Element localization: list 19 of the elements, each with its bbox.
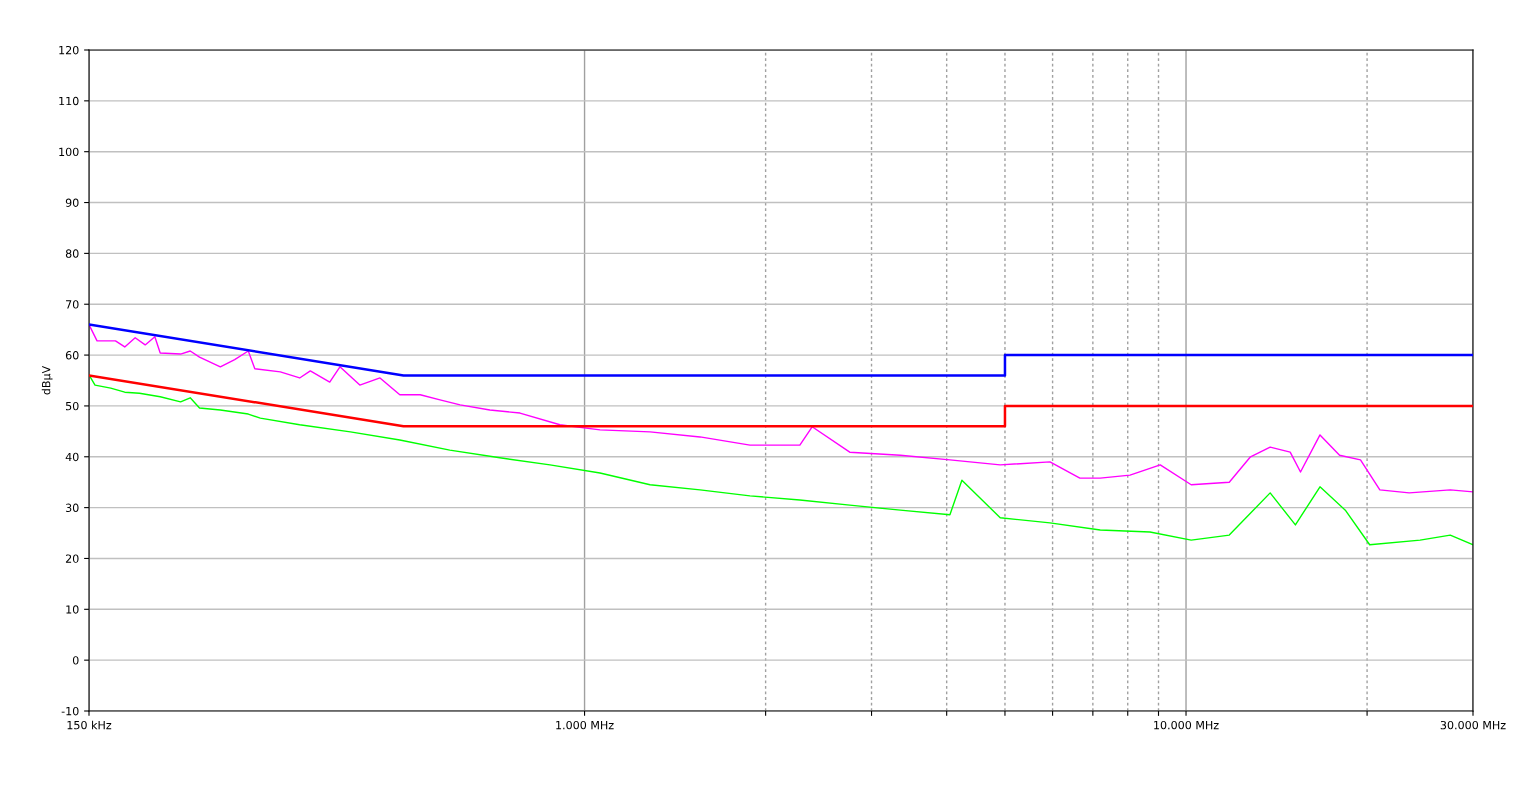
x-tick-label: 10.000 MHz [1154,720,1219,730]
y-tick-label: 90 [65,198,79,207]
y-tick-label: 20 [65,554,79,563]
y-tick-label: 40 [65,452,79,462]
y-tick-label: 30 [65,503,79,512]
y-tick-label: 0 [72,656,79,665]
y-tick-label: -10 [61,706,79,716]
y-tick-label: 80 [65,249,79,258]
y-axis-title: dBµV [41,365,53,395]
y-tick-label: 70 [66,300,79,309]
x-tick-label: 150 kHz [67,720,112,730]
y-tick-label: 50 [66,401,79,411]
y-tick-label: 120 [59,45,79,55]
y-tick-label: 110 [59,96,79,106]
y-tick-label: 10 [66,605,79,614]
x-tick-label: 30.000 MHz [1440,720,1506,730]
y-tick-label: 100 [59,147,79,157]
x-tick-label: 1.000 MHz [556,720,614,730]
y-tick-label: 60 [65,351,79,360]
